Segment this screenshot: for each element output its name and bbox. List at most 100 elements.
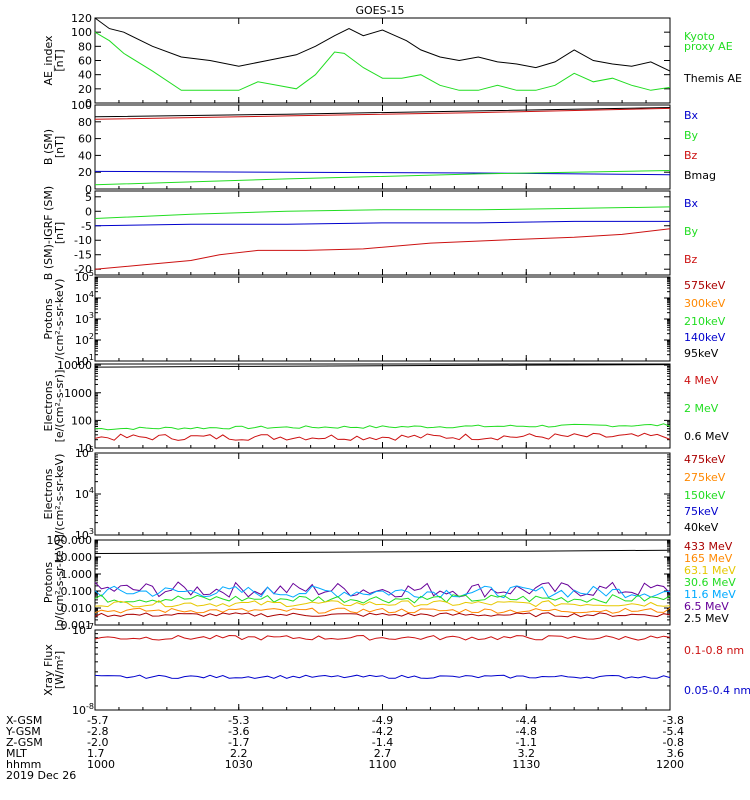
series-6-5-mev — [94, 581, 671, 598]
axis-row-value: -5.7 — [87, 714, 108, 727]
y-axis-label: /(cm²-s-sr-keV) — [53, 279, 66, 360]
legend-entry: Themis AE — [683, 72, 742, 85]
axis-row-value: 2.7 — [374, 747, 392, 760]
legend-entry: 4 MeV — [684, 374, 719, 387]
legend-entry: By — [684, 225, 699, 238]
y-tick-label: -5 — [81, 220, 92, 233]
y-tick-label: 60 — [78, 133, 92, 146]
legend-entry: 11.6 MeV — [684, 588, 736, 601]
y-tick-label: 80 — [78, 40, 92, 53]
date-label: 2019 Dec 26 — [6, 769, 76, 782]
y-axis-label: [nT] — [53, 49, 66, 71]
axis-row-value: -3.8 — [663, 714, 684, 727]
panel-2: 0 20 40 60 80 100 B (SM)[nT] Bx By Bz Bmag — [42, 99, 716, 196]
axis-row-value: 1.7 — [87, 747, 105, 760]
y-tick-label: 0 — [85, 205, 92, 218]
axis-row-value: 1200 — [656, 758, 684, 771]
panel-frame — [94, 629, 671, 711]
series-bmag — [94, 107, 671, 118]
series-2-mev — [94, 423, 671, 431]
axis-row-value: -5.3 — [228, 714, 249, 727]
legend-entry: 210keV — [684, 315, 726, 328]
legend-entry: 75keV — [684, 505, 719, 518]
y-tick-label: 0.001 — [61, 619, 93, 632]
series-themis-ae — [94, 17, 671, 72]
legend-entry: 2 MeV — [684, 402, 719, 415]
legend-entry: 165 MeV — [684, 552, 733, 565]
axis-row-value: -1.7 — [228, 736, 249, 749]
series-bx — [94, 170, 671, 176]
y-axis-label: /(cm²-s-sr-keV) — [53, 454, 66, 535]
series-bz — [94, 228, 671, 270]
legend-entry: 2.5 MeV — [684, 612, 729, 625]
y-tick-label: 10.000 — [54, 551, 93, 564]
legend-entry: 63.1 MeV — [684, 564, 736, 577]
legend-entry: 150keV — [684, 489, 726, 502]
axis-row-value: 1100 — [369, 758, 397, 771]
y-axis-label: [nT] — [53, 222, 66, 244]
series-11-6-mev — [94, 585, 671, 599]
y-tick-label: 40 — [78, 69, 92, 82]
series-165-mev — [94, 607, 671, 614]
legend-entry: Bx — [684, 197, 699, 210]
y-tick-label: 0.010 — [61, 602, 93, 615]
y-tick-label: 40 — [78, 149, 92, 162]
y-axis-label: [W/m²] — [53, 651, 66, 689]
legend-entry: 475keV — [684, 453, 726, 466]
axis-row-value: 1030 — [225, 758, 253, 771]
y-tick-label: 60 — [78, 55, 92, 68]
y-tick-label: 102 — [75, 332, 94, 347]
axis-row-value: -4.2 — [372, 725, 393, 738]
panel-frame — [94, 363, 671, 449]
axis-row-value: 3.6 — [667, 747, 685, 760]
series-0-05-0-4-nm — [94, 674, 671, 679]
y-tick-label: 20 — [78, 166, 92, 179]
axis-row-value: -5.4 — [663, 725, 684, 738]
legend-entry: 0.05-0.4 nm — [684, 684, 750, 697]
y-tick-label: -15 — [74, 249, 92, 262]
panel-3: -20-15 -10-5 05 B (SM)-IGRF (SM)[nT] Bx By Bz — [42, 186, 699, 280]
y-tick-label: 5 — [85, 191, 92, 204]
y-tick-label: 80 — [78, 116, 92, 129]
panel-4: 101 102 103 104 105 Protons/(cm²-s-sr-keV) 575… — [42, 269, 726, 368]
y-tick-label: 104 — [75, 486, 94, 501]
figure-title: GOES-15 — [355, 4, 404, 17]
legend-entry: 40keV — [684, 521, 719, 534]
axis-row-value: -4.8 — [516, 725, 537, 738]
y-axis-label: Electrons — [42, 468, 55, 519]
series-bx — [94, 220, 670, 227]
y-axis-label: Protons — [42, 562, 55, 603]
series-0-1-0-8-nm — [94, 634, 671, 641]
y-tick-label: 1.000 — [61, 568, 93, 581]
y-tick-label: 105 — [75, 269, 94, 284]
series-30-6-mev — [94, 594, 671, 604]
y-tick-label: 0 — [85, 183, 92, 196]
y-tick-label: 10000 — [57, 359, 92, 372]
panel-8: 10-8 10-7 Xray Flux[W/m²] 0.1-0.8 nm 0.05-0.… — [42, 622, 750, 717]
panel-7: 0.001 0.010 0.100 1.000 10.000 100.000 Protons… — [42, 534, 736, 632]
legend-entry: By — [684, 129, 699, 142]
axis-row-label: MLT — [6, 747, 27, 760]
series-63-1-mev — [94, 599, 671, 608]
y-tick-label: 100.000 — [47, 534, 93, 547]
y-tick-label: 100 — [71, 414, 92, 427]
panel-frame — [94, 190, 671, 276]
y-tick-label: 103 — [75, 527, 94, 542]
y-tick-label: 20 — [78, 83, 92, 96]
axis-row-value: -3.6 — [228, 725, 249, 738]
legend-entry: 0.1-0.8 nm — [684, 644, 744, 657]
axis-row-label: X-GSM — [6, 714, 42, 727]
legend-entry: 433 MeV — [684, 540, 733, 553]
legend-entry: 300keV — [684, 297, 726, 310]
axis-row-value: -4.4 — [516, 714, 537, 727]
series-kyoto-proxy-ae — [94, 31, 671, 91]
y-tick-label: 10 — [78, 442, 92, 455]
y-tick-label: 103 — [75, 311, 94, 326]
y-axis-label: AE_index — [42, 35, 55, 86]
legend-entry: Bz — [684, 253, 698, 266]
series-2-5-mev — [94, 549, 671, 554]
series-433-mev — [94, 612, 671, 618]
axis-row-label: Z-GSM — [6, 736, 43, 749]
axis-row-value: -0.8 — [663, 736, 684, 749]
